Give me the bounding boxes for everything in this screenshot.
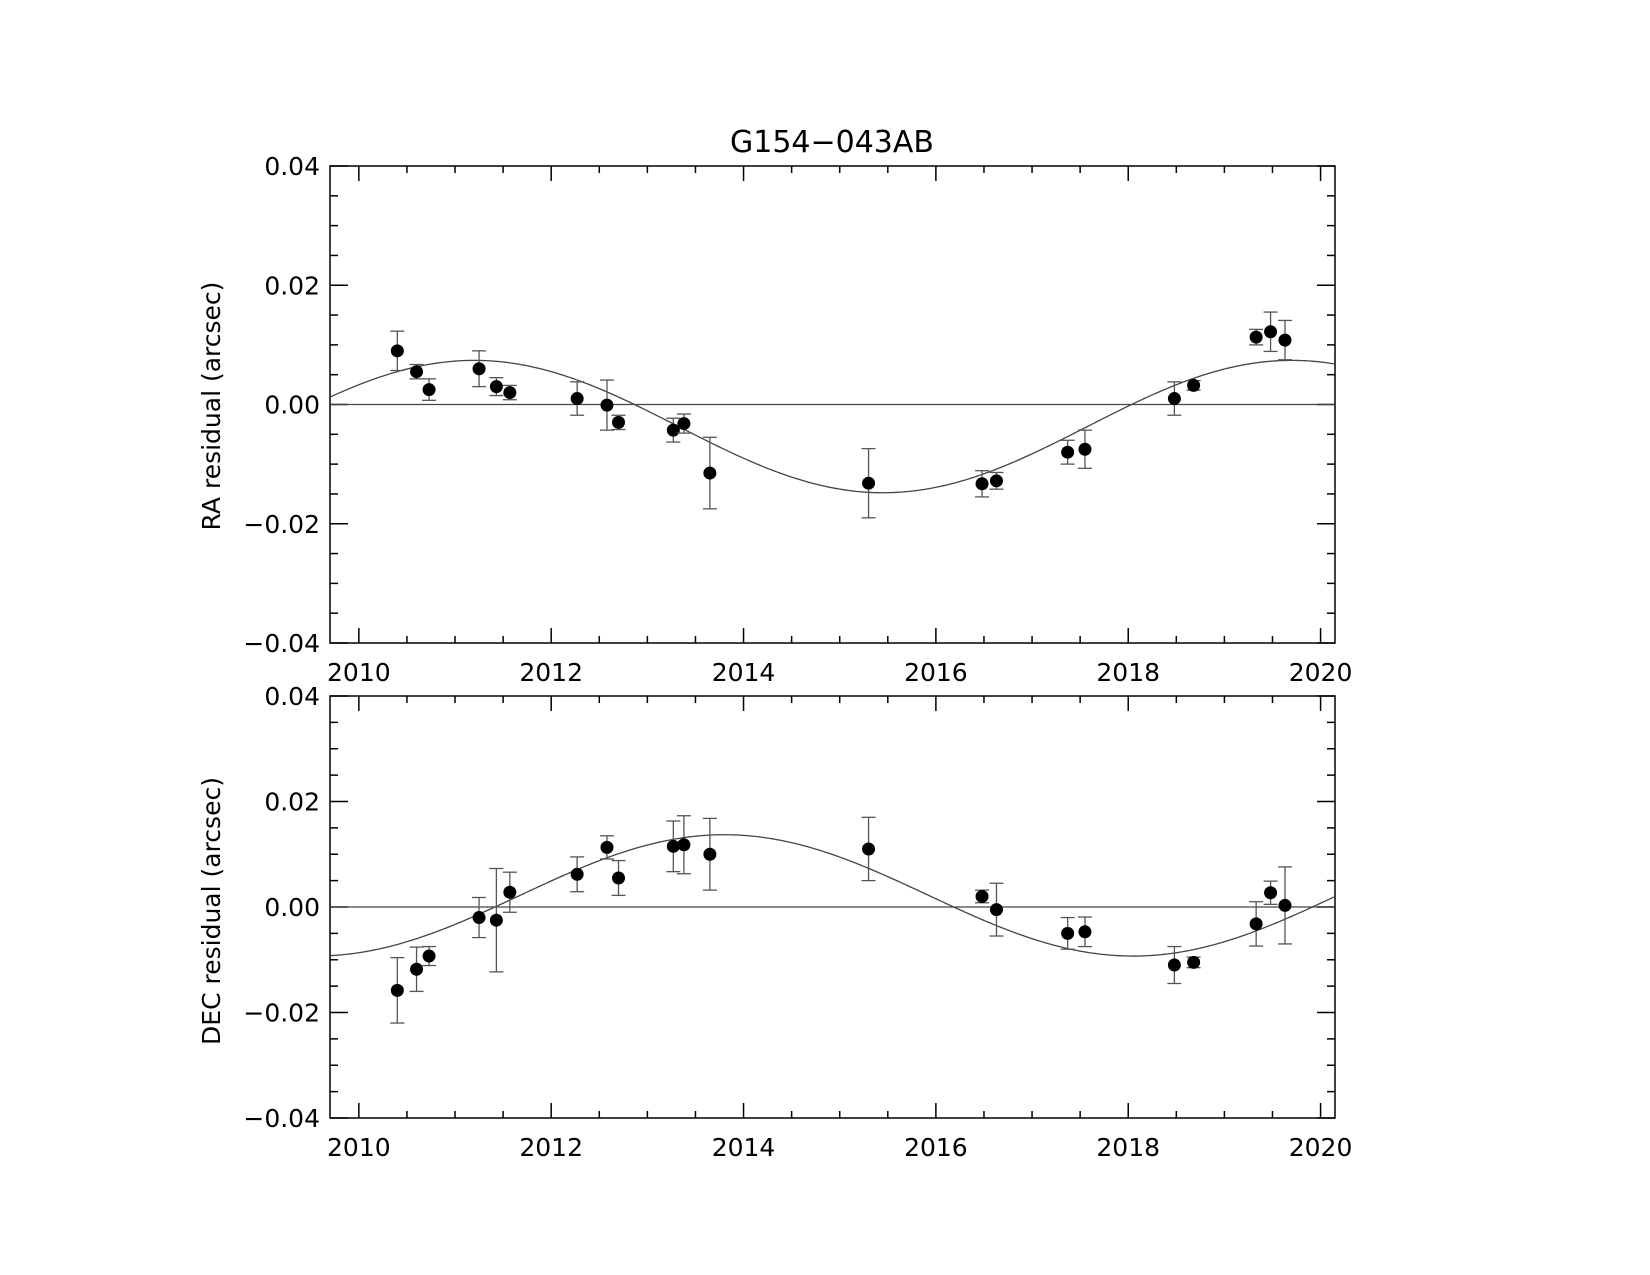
ra-y-tick-label: 0.00 [264,391,320,420]
ra-residual-panel: RA residual (arcsec) 2010 2012 2014 2016 201… [197,152,1352,687]
ra-data-point [600,398,614,412]
dec-y-tick-label: 0.02 [264,788,320,817]
dec-x-tick-label: 2012 [519,1133,583,1162]
ra-data-point [1061,445,1075,459]
dec-data-point [489,913,503,927]
dec-data-point [472,911,486,925]
dec-x-tick-label: 2016 [904,1133,968,1162]
dec-data-point [862,842,876,856]
dec-data-point [975,889,989,903]
dec-data-point [1167,958,1181,972]
ra-data-point [570,392,584,406]
ra-orbit-fit-curve [330,359,1335,494]
dec-data-point [422,949,436,963]
ra-data-point [1264,325,1278,339]
dec-data-point [1078,925,1092,939]
ra-y-tick-label: −0.02 [243,510,320,539]
ra-data-point [1187,378,1201,392]
dec-y-tick-label: 0.04 [264,682,320,711]
dec-data-point [1061,926,1075,940]
dec-data-point [703,847,717,861]
ra-x-tick-label: 2018 [1096,658,1160,687]
dec-orbit-fit-curve [330,834,1335,957]
ra-y-tick-label: 0.02 [264,271,320,300]
ra-data-point [472,362,486,376]
dec-data-point [570,867,584,881]
ra-x-tick-label: 2016 [904,658,968,687]
dec-data-point [666,839,680,853]
dec-x-tick-label: 2010 [327,1133,391,1162]
dec-y-axis-label: DEC residual (arcsec) [197,777,226,1045]
ra-data-point [422,383,436,397]
ra-y-tick-label: 0.04 [264,152,320,181]
dec-data-point [612,871,626,885]
ra-y-axis-label: RA residual (arcsec) [197,282,226,531]
ra-x-tick-label: 2012 [519,658,583,687]
dec-data-point [1264,886,1278,900]
ra-data-point [975,477,989,491]
ra-data-point [666,423,680,437]
ra-data-point [1078,442,1092,456]
ra-data-point [489,380,503,394]
ra-data-point [1249,330,1263,344]
dec-data-point [600,840,614,854]
dec-data-point [1278,898,1292,912]
dec-y-tick-label: −0.02 [243,999,320,1028]
dec-data-point [410,962,424,976]
dec-data-point [989,903,1003,917]
ra-data-point [503,386,517,400]
ra-x-tick-label: 2020 [1289,658,1353,687]
dec-x-tick-label: 2014 [712,1133,776,1162]
dec-data-point [677,838,691,852]
ra-data-point [989,474,1003,488]
ra-data-point [862,476,876,490]
dec-x-tick-label: 2020 [1289,1133,1353,1162]
dec-data-point [503,885,517,899]
ra-data-point [410,365,424,379]
ra-data-point [1167,392,1181,406]
ra-x-tick-label: 2010 [327,658,391,687]
ra-data-point [677,417,691,431]
dec-data-point [1187,955,1201,969]
ra-data-point [390,344,404,358]
dec-y-tick-label: 0.00 [264,893,320,922]
ra-data-point [612,415,626,429]
dec-data-point [390,983,404,997]
ra-data-point [703,466,717,480]
dec-residual-panel: DEC residual (arcsec) 2010 2012 2014 2016 20… [197,682,1352,1162]
ra-y-tick-label: −0.04 [243,629,320,658]
ra-data-point [1278,333,1292,347]
figure-title: G154−043AB [730,125,934,160]
dec-y-tick-label: −0.04 [243,1104,320,1133]
ra-x-tick-label: 2014 [712,658,776,687]
dec-data-point [1249,917,1263,931]
dec-x-tick-label: 2018 [1096,1133,1160,1162]
